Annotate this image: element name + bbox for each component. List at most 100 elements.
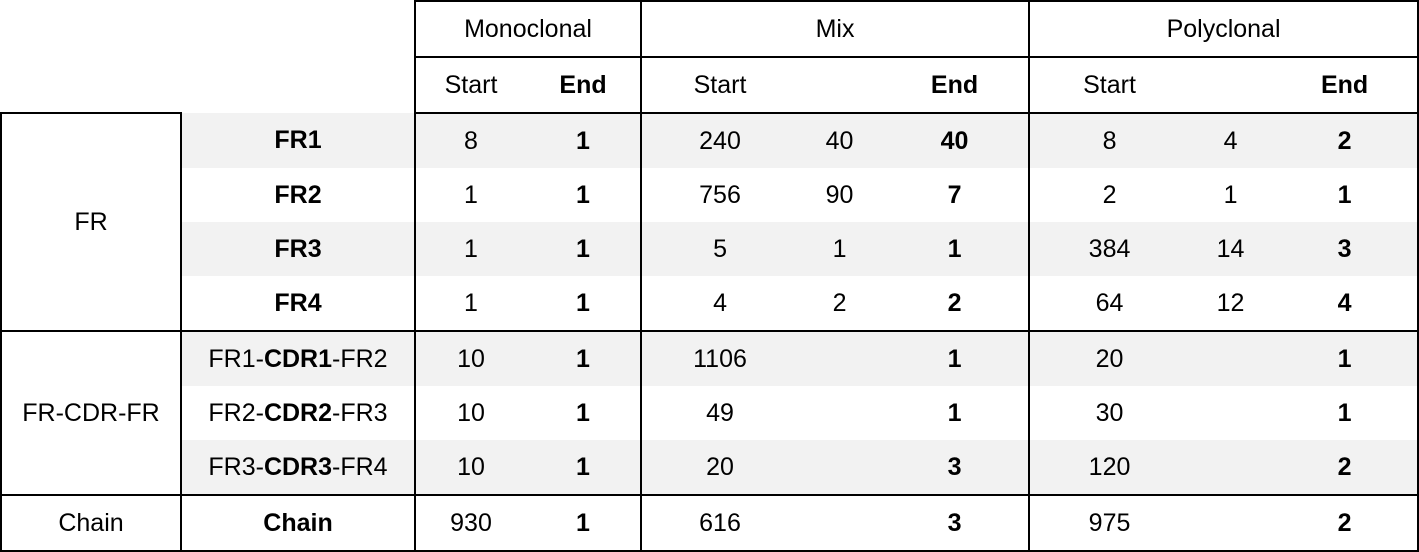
cell-poly-start: 2 (1102, 180, 1117, 209)
cell-mono-end: 1 (526, 168, 643, 222)
cell-mix-end: 1 (881, 386, 1031, 440)
cell-mono-start: 1 (464, 180, 478, 209)
table-row-chain: Chain Chain 930 1 616 3 975 2 (0, 495, 1419, 552)
cell-mix-start: 240 (699, 126, 741, 155)
cell-poly-mid: 12 (1189, 276, 1273, 332)
cell-poly-mid (1189, 440, 1273, 496)
cell-mono-end: 1 (526, 113, 643, 168)
cell-mono-start: 10 (415, 440, 526, 496)
header-poly-blank (1189, 57, 1273, 114)
header-corner (1, 1, 415, 57)
cell-poly-end: 1 (1272, 168, 1419, 222)
header-row-subcols: Start End Start End Start End (1, 57, 1419, 114)
cell-mix-mid (798, 440, 882, 496)
header-mix-blank (798, 57, 882, 114)
header-mix-end: End (881, 57, 1031, 114)
row-label-prefix: FR1- (208, 344, 264, 373)
row-label-prefix: FR2- (208, 398, 264, 427)
cell-poly-start: 8 (1102, 126, 1117, 155)
cell-mix-start: 5 (713, 234, 727, 263)
cell-mix-mid (798, 495, 882, 552)
cell-poly-start: 64 (1029, 276, 1190, 332)
row-label: Chain (181, 495, 416, 552)
cell-mix-end: 2 (881, 276, 1031, 332)
row-label-cdr: CDR3 (263, 452, 333, 481)
header-poly-end: End (1272, 57, 1419, 114)
cell-poly-start: 384 (1088, 234, 1131, 263)
cell-mix-end: 1 (881, 222, 1031, 276)
cell-poly-start: 120 (1029, 440, 1190, 496)
cell-mix-start: 20 (641, 440, 799, 496)
header-monoclonal: Monoclonal (413, 0, 643, 58)
cell-poly-end: 1 (1272, 331, 1419, 386)
row-label: FR4 (181, 276, 416, 332)
cell-poly-end: 4 (1272, 276, 1419, 332)
row-label-cdr: CDR1 (263, 344, 333, 373)
row-label-cdr: CDR2 (263, 398, 333, 427)
group-label-chain: Chain (0, 495, 182, 552)
group-label-fr-cdr-fr: FR-CDR-FR (0, 331, 182, 496)
cell-mix-mid (798, 386, 881, 440)
row-label-suffix: -FR4 (332, 452, 388, 481)
cell-mix-mid: 90 (825, 180, 854, 209)
group-label-fr: FR (0, 112, 182, 332)
cell-poly-start: 975 (1029, 495, 1190, 552)
cell-mix-mid: 1 (832, 234, 847, 263)
cell-mono-end: 1 (526, 331, 643, 386)
header-mix-start: Start (640, 57, 799, 114)
cell-poly-end: 1 (1272, 386, 1419, 440)
cell-mono-end: 1 (526, 495, 643, 552)
row-label-suffix: -FR3 (332, 398, 388, 427)
cell-poly-mid: 14 (1216, 234, 1245, 263)
header-mix: Mix (640, 0, 1031, 58)
row-label: FR1-CDR1-FR2 (181, 331, 416, 386)
cell-mono-start: 10 (457, 344, 485, 373)
row-label: FR3 (181, 222, 416, 276)
table-row-cdr3: FR3-CDR3-FR4 10 1 20 3 120 2 (1, 440, 1419, 496)
cell-mix-end: 3 (881, 440, 1031, 496)
table-row-fr2: FR2 1 1 756 90 7 2 1 1 (1, 168, 1419, 222)
cell-mix-start: 49 (706, 398, 734, 427)
row-label: FR2-CDR2-FR3 (181, 386, 416, 440)
cell-poly-start: 20 (1095, 344, 1124, 373)
row-label: FR2 (181, 168, 416, 222)
cell-poly-end: 2 (1272, 113, 1419, 168)
table-row-cdr2: FR2-CDR2-FR3 10 1 49 1 30 1 (1, 386, 1419, 440)
cell-poly-mid (1189, 495, 1273, 552)
cell-mono-start: 10 (457, 398, 485, 427)
cell-mix-end: 40 (881, 113, 1031, 168)
table-row-fr1: FR FR1 8 1 240 40 40 8 4 2 (0, 112, 1419, 332)
header-row-groups: Monoclonal Mix Polyclonal (1, 0, 1419, 58)
cell-mix-mid (798, 331, 881, 386)
cell-poly-mid: 4 (1223, 126, 1238, 155)
cell-mono-start: 930 (415, 495, 526, 552)
table-row-fr4: FR4 1 1 4 2 2 64 12 4 (1, 276, 1419, 332)
row-label-prefix: FR3- (208, 452, 264, 481)
cell-poly-mid (1189, 386, 1272, 440)
cell-mix-start: 1106 (693, 344, 747, 373)
header-mono-start: Start (414, 57, 526, 114)
header-mono-end: End (526, 57, 643, 114)
cell-mono-end: 1 (526, 440, 643, 496)
cell-poly-mid (1189, 331, 1272, 386)
header-corner-2 (1, 57, 415, 113)
cell-poly-mid: 1 (1223, 180, 1238, 209)
cell-poly-end: 2 (1272, 495, 1419, 552)
cell-mono-start: 8 (464, 126, 478, 155)
cell-poly-start: 30 (1095, 398, 1124, 427)
cell-mix-end: 3 (881, 495, 1031, 552)
cell-mix-start: 756 (699, 180, 741, 209)
cell-mono-end: 1 (526, 386, 643, 440)
cell-mono-end: 1 (526, 276, 643, 332)
cell-mix-end: 1 (881, 331, 1031, 386)
cell-mix-start: 616 (641, 495, 799, 552)
row-label: FR3-CDR3-FR4 (181, 440, 416, 496)
cell-mix-end: 7 (881, 168, 1031, 222)
cell-mono-end: 1 (526, 222, 643, 276)
cell-poly-end: 3 (1272, 222, 1419, 276)
row-label: FR1 (181, 113, 416, 168)
cell-mix-mid: 2 (798, 276, 882, 332)
cell-mono-start: 1 (464, 234, 478, 263)
cell-mix-start: 4 (641, 276, 799, 332)
